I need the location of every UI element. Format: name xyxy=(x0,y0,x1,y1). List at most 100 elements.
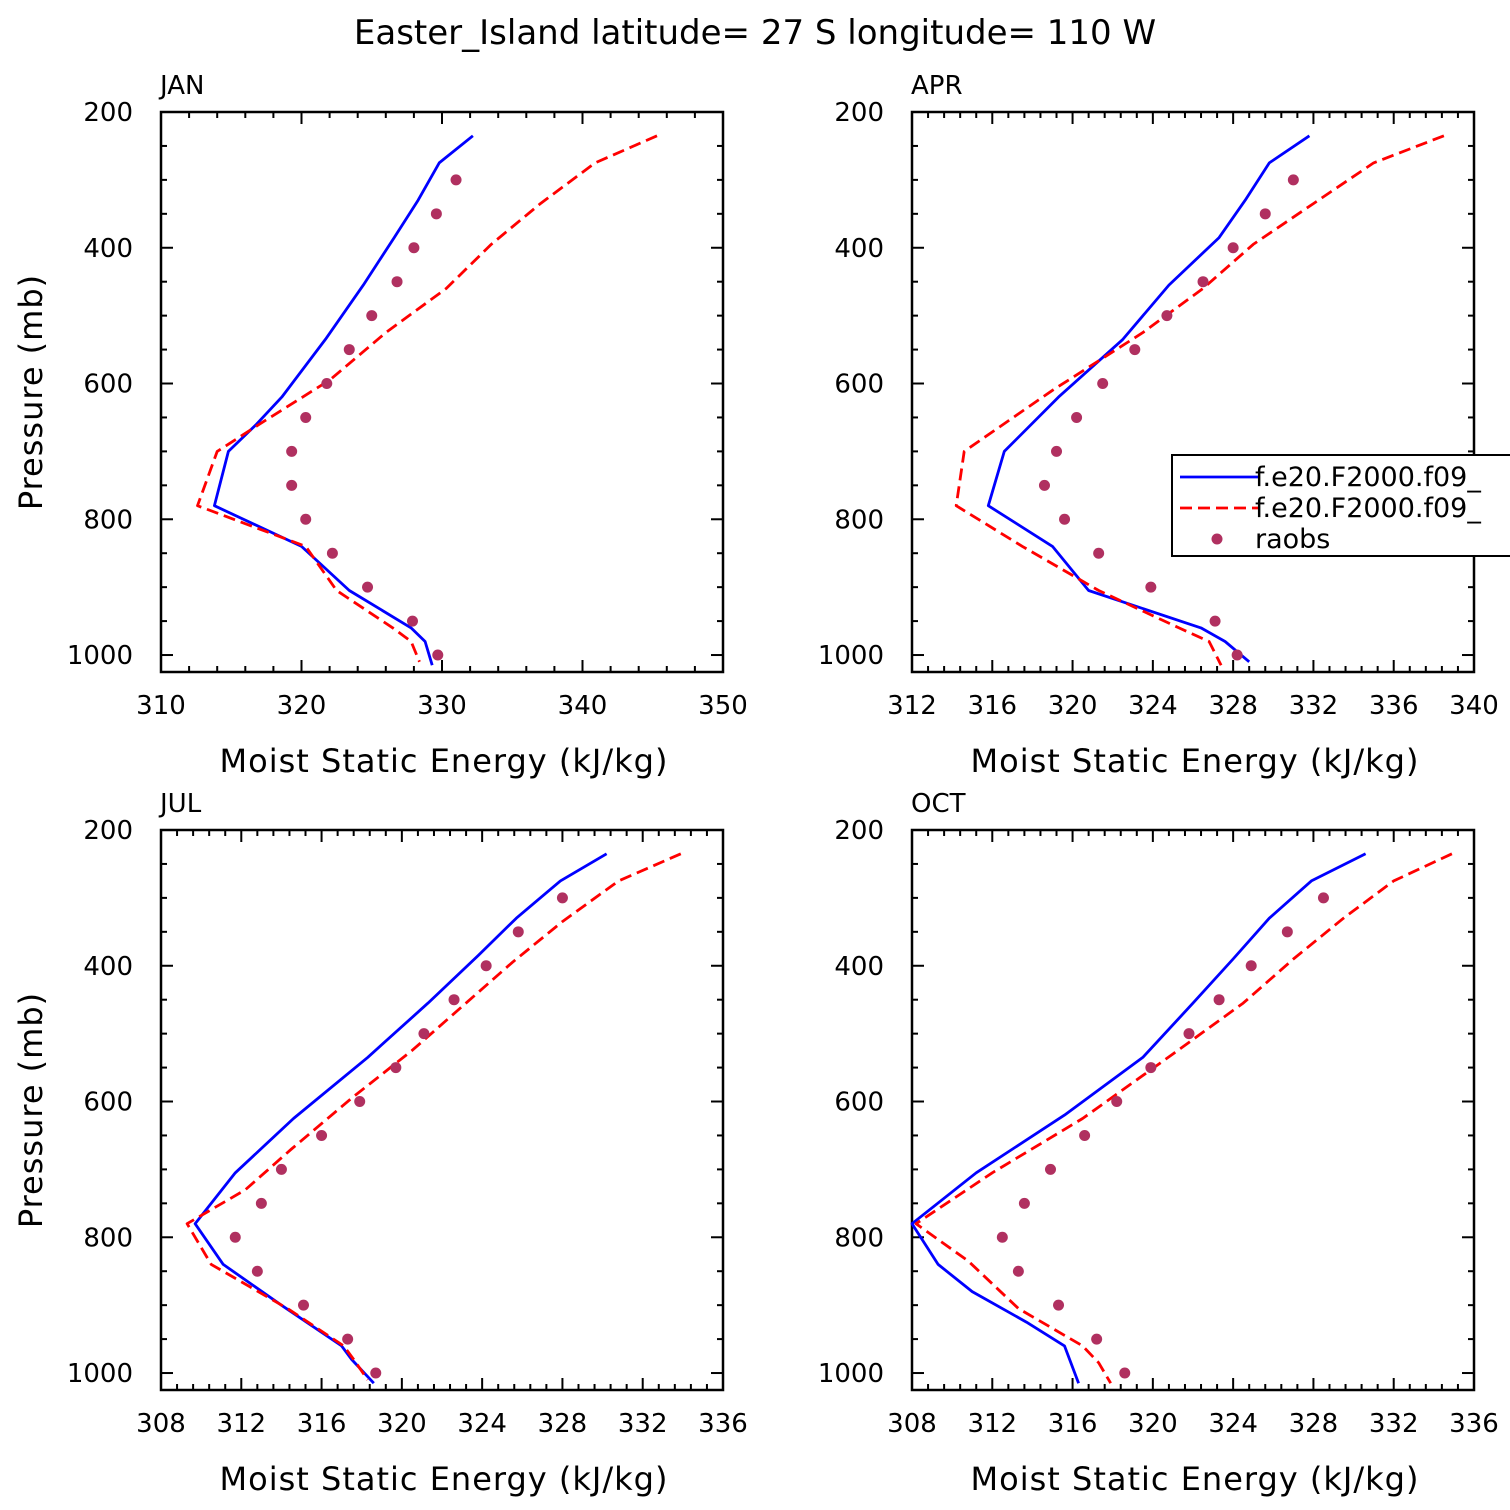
panel-jul-label: JUL xyxy=(158,789,202,819)
panel-oct-raobs-point xyxy=(1317,892,1329,904)
panel-jul-frame xyxy=(159,828,725,1392)
panel-jan-raobs-point xyxy=(366,310,378,322)
panel-apr-raobs-point xyxy=(1259,208,1271,220)
panel-apr-ytick-label: 800 xyxy=(834,505,884,535)
panel-jul-raobs-point xyxy=(354,1096,366,1108)
panel-apr-ytick-label: 400 xyxy=(834,234,884,264)
panel-oct-xlabel: Moist Static Energy (kJ/kg) xyxy=(971,1460,1420,1498)
panel-jan-label: JAN xyxy=(158,71,204,101)
legend-box xyxy=(1171,454,1510,557)
legend-entry-label: f.e20.F2000.f09_ xyxy=(1255,493,1481,524)
panel-jul-xtick-label: 316 xyxy=(297,1409,347,1439)
panel-oct-series-dashed xyxy=(914,852,1453,1384)
panel-jan-raobs-point xyxy=(430,208,442,220)
panel-oct-raobs-point xyxy=(1119,1367,1131,1379)
panel-jul-xtick-label: 312 xyxy=(216,1409,266,1439)
panel-jan-raobs-point xyxy=(391,276,403,288)
panel-apr-raobs-point xyxy=(1287,174,1299,186)
panel-apr-xlabel: Moist Static Energy (kJ/kg) xyxy=(971,742,1420,780)
panel-jan-series-dashed xyxy=(196,134,658,663)
panel-apr-series-solid xyxy=(986,134,1311,663)
panel-jul-raobs-point xyxy=(390,1062,402,1074)
panel-jul-raobs-point xyxy=(229,1231,241,1243)
panel-jul-raobs-point xyxy=(418,1028,430,1040)
panel-oct-ytick-label: 800 xyxy=(834,1223,884,1253)
panel-jul-xtick-label: 320 xyxy=(377,1409,427,1439)
panel-jan-raobs-point xyxy=(286,479,298,491)
panel-oct-raobs-point xyxy=(1018,1197,1030,1209)
panel-jan-xtick-label: 320 xyxy=(277,691,327,721)
legend-marker-swatch xyxy=(1211,533,1223,545)
panel-jul-xtick-label: 328 xyxy=(538,1409,588,1439)
panel-jul-xtick-label: 308 xyxy=(136,1409,186,1439)
panel-oct-xtick-label: 332 xyxy=(1369,1409,1419,1439)
panel-jan-ytick-label: 400 xyxy=(83,234,133,264)
panel-jul-raobs-point xyxy=(370,1367,382,1379)
panel-oct-xtick-label: 328 xyxy=(1289,1409,1339,1439)
panel-apr-xtick-label: 316 xyxy=(967,691,1017,721)
panel-jul-raobs-point xyxy=(448,994,460,1006)
panel-apr-raobs-point xyxy=(1051,445,1063,457)
panel-jul-raobs-point xyxy=(556,892,568,904)
panel-jan-raobs-point xyxy=(362,581,374,593)
panel-jul-xlabel: Moist Static Energy (kJ/kg) xyxy=(220,1460,669,1498)
panels: 310 320 330 340 350 200 400 600 800 1000 JAN Moist … xyxy=(12,71,1510,1498)
panel-jan-raobs-point xyxy=(432,649,444,661)
panel-oct-ytick-label: 200 xyxy=(834,816,884,846)
panel-apr-xtick-label: 340 xyxy=(1449,691,1499,721)
panel-oct-ytick-label: 400 xyxy=(834,952,884,982)
panel-jan-raobs-point xyxy=(286,445,298,457)
panel-jan-raobs-point xyxy=(326,547,338,559)
panel-jul-raobs-point xyxy=(342,1333,354,1345)
panel-jul-series-solid xyxy=(193,852,608,1385)
panel-apr-raobs-point xyxy=(1071,411,1083,423)
panel-apr-raobs-point xyxy=(1097,378,1109,390)
panel-apr-frame xyxy=(910,110,1476,674)
panel-oct-xtick-label: 336 xyxy=(1449,1409,1499,1439)
panel-jul-xtick-label: 336 xyxy=(698,1409,748,1439)
panel-oct-raobs-point xyxy=(1079,1129,1091,1141)
panel-jul-ytick-label: 600 xyxy=(83,1088,133,1118)
panel-oct-raobs-point xyxy=(1245,960,1257,972)
panel-jan-xtick-label: 310 xyxy=(136,691,186,721)
panel-apr-xtick-label: 332 xyxy=(1289,691,1339,721)
panel-jul-raobs-point xyxy=(275,1163,287,1175)
panel-jul-raobs-point xyxy=(255,1197,267,1209)
panel-oct-xtick-label: 308 xyxy=(887,1409,937,1439)
panel-apr-legend: f.e20.F2000.f09_f.e20.F2000.f09_raobs xyxy=(1171,454,1510,557)
figure-title: Easter_Island latitude= 27 S longitude= … xyxy=(354,13,1156,53)
panel-oct-raobs-point xyxy=(1053,1299,1065,1311)
panel-jan-raobs-point xyxy=(343,344,355,356)
panel-oct-series-solid xyxy=(910,852,1367,1384)
panel-oct-raobs-point xyxy=(1111,1096,1123,1108)
panel-oct-raobs-point xyxy=(1044,1163,1056,1175)
panel-oct-raobs-point xyxy=(1213,994,1225,1006)
panel-apr-xtick-label: 324 xyxy=(1128,691,1178,721)
panel-jan-raobs-point xyxy=(450,174,462,186)
panel-oct-frame xyxy=(910,828,1476,1392)
panel-oct-raobs-point xyxy=(1091,1333,1103,1345)
panel-jul-series-dashed xyxy=(185,852,682,1381)
panel-jan-xtick-label: 340 xyxy=(558,691,608,721)
panel-jan-ytick-label: 200 xyxy=(83,98,133,128)
panel-apr-ytick-label: 200 xyxy=(834,98,884,128)
panel-apr-raobs-point xyxy=(1059,513,1071,525)
panel-oct-xtick-label: 324 xyxy=(1208,1409,1258,1439)
panel-jan-xtick-label: 350 xyxy=(698,691,748,721)
panel-apr-raobs-point xyxy=(1231,649,1243,661)
panel-jul-ytick-label: 200 xyxy=(83,816,133,846)
panel-jul: 308 312 316 320 324 328 332 336 200 400 600 800 1000… xyxy=(12,789,748,1498)
panel-apr-xtick-label: 312 xyxy=(887,691,937,721)
panel-oct-raobs-point xyxy=(1012,1265,1024,1277)
panel-apr-label: APR xyxy=(911,71,963,101)
panel-apr-raobs-point xyxy=(1129,344,1141,356)
panel-jul-xtick-label: 332 xyxy=(618,1409,668,1439)
panel-apr: 312 316 320 324 328 332 336 340 200 400 600 800 1000… xyxy=(818,71,1510,780)
panel-jul-ytick-label: 1000 xyxy=(67,1359,133,1389)
panel-jul-ylabel: Pressure (mb) xyxy=(12,992,50,1228)
panel-apr-raobs-point xyxy=(1161,310,1173,322)
panel-apr-raobs-point xyxy=(1038,479,1050,491)
panel-oct-raobs-point xyxy=(996,1231,1008,1243)
panel-apr-raobs-point xyxy=(1197,276,1209,288)
panel-jan-raobs-point xyxy=(321,378,333,390)
